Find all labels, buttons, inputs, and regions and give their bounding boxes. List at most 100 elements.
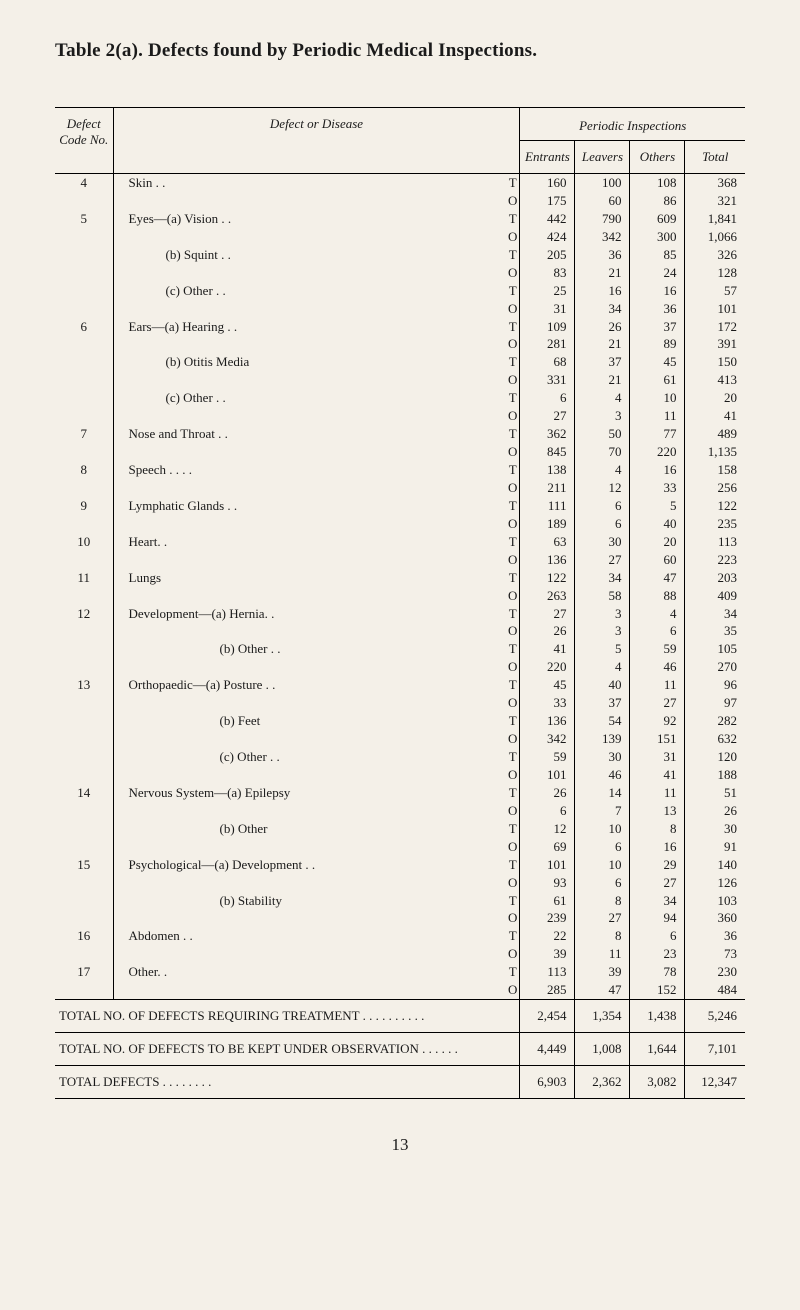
leavers-cell: 12 bbox=[575, 479, 630, 497]
total-cell: 188 bbox=[685, 766, 745, 784]
entrants-cell: 160 bbox=[520, 174, 575, 192]
table-row: O832124128 bbox=[55, 264, 745, 282]
others-cell: 92 bbox=[630, 712, 685, 730]
table-row: (c) Other . .T593031120 bbox=[55, 748, 745, 766]
table-row: O1756086321 bbox=[55, 192, 745, 210]
to-cell: O bbox=[506, 874, 520, 892]
table-row: O33372797 bbox=[55, 694, 745, 712]
to-cell: T bbox=[506, 856, 520, 874]
disease-cell: Skin . . bbox=[113, 174, 506, 192]
others-cell: 78 bbox=[630, 963, 685, 981]
leavers-cell: 58 bbox=[575, 587, 630, 605]
total-cell: 203 bbox=[685, 569, 745, 587]
table-row: 15Psychological—(a) Development . .T1011… bbox=[55, 856, 745, 874]
total-cell: 172 bbox=[685, 318, 745, 336]
entrants-cell: 27 bbox=[520, 605, 575, 623]
total-cell: 223 bbox=[685, 551, 745, 569]
leavers-cell: 60 bbox=[575, 192, 630, 210]
others-cell: 16 bbox=[630, 838, 685, 856]
to-cell: T bbox=[506, 461, 520, 479]
leavers-cell: 39 bbox=[575, 963, 630, 981]
others-cell: 16 bbox=[630, 282, 685, 300]
code-cell bbox=[55, 587, 113, 605]
code-cell bbox=[55, 282, 113, 300]
table-row: (b) FeetT1365492282 bbox=[55, 712, 745, 730]
others-cell: 11 bbox=[630, 676, 685, 694]
total-cell: 326 bbox=[685, 246, 745, 264]
code-cell: 8 bbox=[55, 461, 113, 479]
code-cell: 4 bbox=[55, 174, 113, 192]
code-cell bbox=[55, 748, 113, 766]
entrants-cell: 39 bbox=[520, 945, 575, 963]
disease-cell: Heart. . bbox=[113, 533, 506, 551]
total-cell: 282 bbox=[685, 712, 745, 730]
code-cell: 17 bbox=[55, 963, 113, 981]
table-row: O3312161413 bbox=[55, 371, 745, 389]
table-row: O671326 bbox=[55, 802, 745, 820]
leavers-cell: 3 bbox=[575, 407, 630, 425]
leavers-cell: 139 bbox=[575, 730, 630, 748]
entrants-cell: 424 bbox=[520, 228, 575, 246]
to-cell: T bbox=[506, 246, 520, 264]
others-cell: 8 bbox=[630, 820, 685, 838]
table-row: 8Speech . . . .T138416158 bbox=[55, 461, 745, 479]
total-cell: 321 bbox=[685, 192, 745, 210]
to-cell: T bbox=[506, 748, 520, 766]
entrants-cell: 25 bbox=[520, 282, 575, 300]
entrants-cell: 63 bbox=[520, 533, 575, 551]
code-cell bbox=[55, 766, 113, 784]
table-row: O2731141 bbox=[55, 407, 745, 425]
leavers-cell: 8 bbox=[575, 892, 630, 910]
to-cell: T bbox=[506, 712, 520, 730]
others-cell: 23 bbox=[630, 945, 685, 963]
table-row: O220446270 bbox=[55, 658, 745, 676]
leavers-cell: 3 bbox=[575, 622, 630, 640]
code-cell: 13 bbox=[55, 676, 113, 694]
disease-cell bbox=[113, 407, 506, 425]
total-cell: 26 bbox=[685, 802, 745, 820]
total-defects-others: 3,082 bbox=[630, 1066, 685, 1099]
total-cell: 57 bbox=[685, 282, 745, 300]
disease-cell bbox=[113, 622, 506, 640]
leavers-cell: 10 bbox=[575, 856, 630, 874]
table-title: Table 2(a). Defects found by Periodic Me… bbox=[55, 40, 745, 62]
entrants-cell: 27 bbox=[520, 407, 575, 425]
table-row: O313436101 bbox=[55, 300, 745, 318]
others-cell: 36 bbox=[630, 300, 685, 318]
entrants-cell: 59 bbox=[520, 748, 575, 766]
leavers-cell: 3 bbox=[575, 605, 630, 623]
table-row: 11LungsT1223447203 bbox=[55, 569, 745, 587]
others-cell: 11 bbox=[630, 784, 685, 802]
table-row: O845702201,135 bbox=[55, 443, 745, 461]
others-cell: 27 bbox=[630, 694, 685, 712]
disease-cell bbox=[113, 909, 506, 927]
to-cell: O bbox=[506, 838, 520, 856]
disease-cell bbox=[113, 551, 506, 569]
entrants-cell: 122 bbox=[520, 569, 575, 587]
others-cell: 6 bbox=[630, 622, 685, 640]
disease-cell: (b) Otitis Media bbox=[113, 353, 506, 371]
leavers-cell: 27 bbox=[575, 551, 630, 569]
hdr-others: Others bbox=[630, 141, 685, 174]
entrants-cell: 26 bbox=[520, 784, 575, 802]
leavers-cell: 5 bbox=[575, 640, 630, 658]
table-row: 16Abdomen . .T228636 bbox=[55, 927, 745, 945]
leavers-cell: 7 bbox=[575, 802, 630, 820]
table-row: O342139151632 bbox=[55, 730, 745, 748]
leavers-cell: 21 bbox=[575, 371, 630, 389]
table-row: 14Nervous System—(a) EpilepsyT26141151 bbox=[55, 784, 745, 802]
code-cell bbox=[55, 981, 113, 999]
others-cell: 300 bbox=[630, 228, 685, 246]
total-cell: 120 bbox=[685, 748, 745, 766]
entrants-cell: 45 bbox=[520, 676, 575, 694]
total-cell: 256 bbox=[685, 479, 745, 497]
leavers-cell: 34 bbox=[575, 569, 630, 587]
disease-cell bbox=[113, 658, 506, 676]
code-cell bbox=[55, 443, 113, 461]
table-row: 17Other. .T1133978230 bbox=[55, 963, 745, 981]
others-cell: 24 bbox=[630, 264, 685, 282]
table-row: (b) StabilityT61834103 bbox=[55, 892, 745, 910]
total-cell: 484 bbox=[685, 981, 745, 999]
page-number: 13 bbox=[55, 1135, 745, 1155]
table-row: O93627126 bbox=[55, 874, 745, 892]
